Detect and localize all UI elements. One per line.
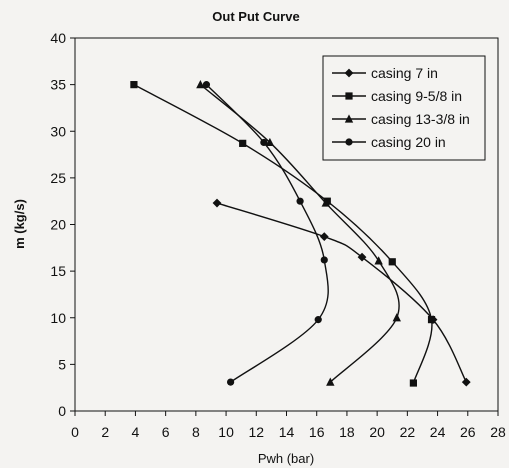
y-tick-label: 40 — [50, 30, 66, 46]
data-point-square — [428, 316, 435, 323]
x-tick-label: 4 — [132, 424, 140, 440]
legend-label: casing 7 in — [371, 65, 438, 81]
x-tick-label: 28 — [490, 424, 506, 440]
data-point-diamond — [213, 199, 222, 208]
data-point-triangle — [393, 313, 401, 321]
data-point-diamond — [320, 232, 329, 241]
data-point-circle — [227, 378, 234, 385]
data-point-square — [389, 258, 396, 265]
x-tick-label: 24 — [430, 424, 446, 440]
data-point-circle — [315, 316, 322, 323]
x-tick-label: 0 — [71, 424, 79, 440]
x-tick-label: 14 — [279, 424, 295, 440]
x-tick-label: 22 — [400, 424, 416, 440]
y-tick-label: 10 — [50, 310, 66, 326]
y-tick-label: 35 — [50, 77, 66, 93]
y-tick-label: 30 — [50, 123, 66, 139]
legend-label: casing 13-3/8 in — [371, 111, 470, 127]
data-point-square — [239, 140, 246, 147]
legend-label: casing 20 in — [371, 134, 446, 150]
x-tick-label: 26 — [460, 424, 476, 440]
series-circle — [203, 81, 328, 386]
data-point-circle — [345, 138, 352, 145]
x-tick-label: 10 — [218, 424, 234, 440]
series-diamond — [213, 199, 471, 387]
legend: casing 7 in casing 9-5/8 in casing 13-3/8 … — [323, 56, 485, 160]
legend-label: casing 9-5/8 in — [371, 88, 462, 104]
y-tick-label: 0 — [58, 403, 66, 419]
x-axis-label: Pwh (bar) — [258, 451, 314, 466]
series-line — [217, 203, 466, 382]
x-tick-label: 16 — [309, 424, 325, 440]
y-tick-label: 15 — [50, 263, 66, 279]
x-tick-label: 2 — [101, 424, 109, 440]
x-tick-label: 18 — [339, 424, 355, 440]
data-point-square — [345, 92, 352, 99]
y-tick-label: 20 — [50, 217, 66, 233]
x-axis: 0 2 4 6 8 10 12 14 16 18 20 22 24 26 28 — [71, 411, 506, 440]
x-tick-label: 12 — [248, 424, 264, 440]
data-point-circle — [260, 139, 267, 146]
x-tick-label: 20 — [369, 424, 385, 440]
data-point-circle — [203, 81, 210, 88]
y-tick-label: 5 — [58, 356, 66, 372]
x-tick-label: 6 — [162, 424, 170, 440]
y-axis: 0 5 10 15 20 25 30 35 40 — [50, 30, 75, 419]
data-point-diamond — [462, 378, 471, 387]
series-line — [206, 85, 328, 382]
chart-title: Out Put Curve — [212, 9, 299, 24]
y-tick-label: 25 — [50, 170, 66, 186]
data-point-square — [410, 379, 417, 386]
y-axis-label: m (kg/s) — [12, 199, 27, 249]
data-point-circle — [321, 256, 328, 263]
x-tick-label: 8 — [192, 424, 200, 440]
data-point-square — [130, 81, 137, 88]
data-point-circle — [296, 198, 303, 205]
